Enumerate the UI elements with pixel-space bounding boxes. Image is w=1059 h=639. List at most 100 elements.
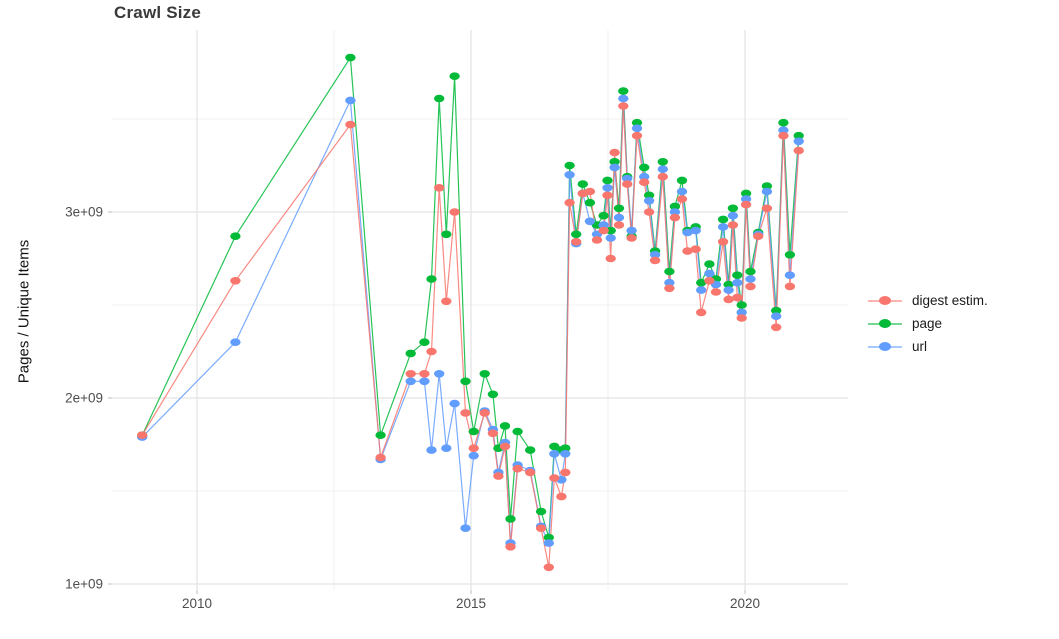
- data-point-page: [736, 301, 747, 309]
- data-point-page: [230, 232, 241, 240]
- data-point-digestestim: [784, 282, 796, 291]
- data-point-page: [571, 230, 582, 239]
- data-point-digestestim: [753, 232, 764, 240]
- data-point-digestestim: [609, 148, 620, 157]
- data-point-page: [598, 211, 609, 220]
- data-point-page: [643, 191, 655, 200]
- data-point-digestestim: [745, 282, 756, 291]
- legend-label-page: page: [912, 316, 943, 331]
- data-point-page: [345, 53, 356, 62]
- data-point-page: [375, 431, 386, 440]
- data-point-digestestim: [556, 492, 567, 501]
- legend-key-url-icon: [868, 340, 902, 354]
- data-point-digestestim: [449, 208, 460, 216]
- data-point-digestestim: [622, 180, 633, 188]
- data-point-page: [505, 515, 516, 523]
- legend: digest estim. page url: [868, 289, 988, 358]
- data-point-digestestim: [723, 295, 734, 304]
- data-point-url: [613, 213, 625, 222]
- data-point-digestestim: [643, 208, 655, 216]
- data-point-digestestim: [778, 131, 789, 140]
- data-point-digestestim: [564, 198, 575, 207]
- chart-title: Crawl Size: [114, 3, 202, 22]
- data-point-page: [499, 422, 511, 430]
- data-point-digestestim: [740, 200, 752, 209]
- data-point-url: [560, 450, 571, 458]
- data-point-url: [696, 286, 707, 294]
- data-point-url: [405, 377, 416, 386]
- data-point-digestestim: [717, 238, 729, 246]
- data-point-digestestim: [535, 524, 547, 532]
- data-point-digestestim: [468, 444, 479, 453]
- data-point-digestestim: [736, 314, 747, 322]
- data-point-url: [669, 208, 681, 216]
- data-point-page: [676, 176, 688, 185]
- data-point-url: [605, 234, 616, 242]
- legend-label-url: url: [912, 339, 928, 354]
- data-point-digestestim: [434, 184, 445, 192]
- data-point-page: [584, 198, 596, 207]
- data-point-digestestim: [602, 191, 613, 200]
- data-point-digestestim: [426, 347, 437, 356]
- data-point-url: [449, 399, 460, 408]
- data-point-url: [740, 195, 752, 203]
- data-point-digestestim: [584, 187, 596, 196]
- data-point-url: [649, 251, 661, 259]
- data-point-page: [696, 278, 707, 287]
- data-point-page: [613, 204, 625, 213]
- data-point-page: [771, 306, 782, 315]
- data-point-page: [723, 280, 734, 289]
- data-point-url: [643, 197, 655, 205]
- data-point-page: [639, 163, 650, 172]
- data-point-url: [657, 165, 668, 173]
- data-point-digestestim: [676, 195, 688, 203]
- y-tick-label: 3e+09: [65, 205, 103, 220]
- data-point-url: [618, 94, 629, 103]
- data-point-digestestim: [682, 247, 693, 255]
- data-point-url: [434, 370, 445, 378]
- data-point-digestestim: [631, 131, 643, 140]
- data-point-page: [405, 349, 416, 358]
- legend-item-digest: digest estim.: [868, 289, 988, 312]
- data-point-url: [727, 211, 739, 220]
- data-point-url: [682, 228, 693, 237]
- data-point-page: [704, 260, 715, 268]
- data-point-url: [736, 308, 747, 317]
- data-point-digestestim: [690, 245, 701, 253]
- data-point-digestestim: [696, 308, 707, 317]
- data-point-url: [784, 271, 796, 280]
- data-point-url: [460, 524, 471, 532]
- data-point-page: [784, 251, 796, 259]
- data-point-digestestim: [613, 221, 625, 229]
- data-point-digestestim: [626, 234, 637, 242]
- data-point-page: [618, 87, 629, 95]
- data-point-url: [690, 226, 701, 235]
- data-point-digestestim: [493, 472, 504, 480]
- data-point-page: [664, 267, 675, 276]
- data-point-page: [631, 118, 643, 127]
- data-point-url: [676, 187, 688, 196]
- data-point-page: [778, 118, 789, 127]
- data-point-page: [740, 189, 752, 198]
- data-point-page: [460, 377, 471, 386]
- data-point-digestestim: [549, 474, 560, 482]
- data-point-digestestim: [137, 431, 148, 440]
- data-point-url: [723, 286, 734, 294]
- y-axis-title: Pages / Unique Items: [15, 239, 33, 384]
- data-point-page: [479, 370, 490, 378]
- data-point-digestestim: [571, 238, 582, 246]
- data-point-digestestim: [375, 453, 386, 462]
- data-point-url: [564, 171, 575, 179]
- data-point-digestestim: [618, 102, 629, 110]
- legend-item-page: page: [868, 312, 988, 335]
- data-point-page: [525, 446, 536, 454]
- data-point-page: [449, 72, 460, 80]
- data-point-digestestim: [657, 172, 668, 181]
- data-point-digestestim: [512, 464, 523, 473]
- data-point-digestestim: [793, 146, 804, 155]
- data-point-digestestim: [598, 226, 609, 235]
- data-point-url: [732, 278, 743, 287]
- data-point-digestestim: [664, 284, 675, 293]
- data-point-url: [345, 96, 356, 105]
